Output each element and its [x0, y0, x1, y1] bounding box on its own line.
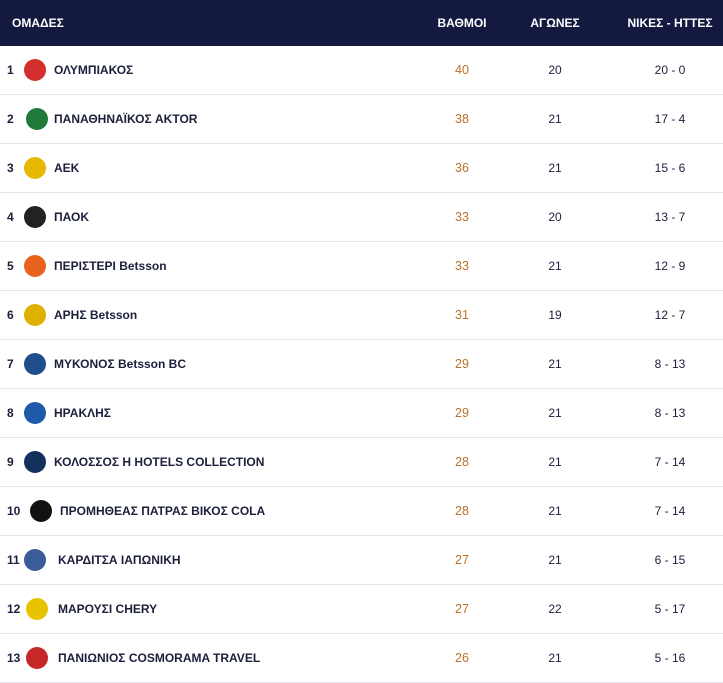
rank-number: 9 — [7, 455, 14, 469]
standings-rows: 1 ΟΛΥΜΠΙΑΚΟΣ 40 20 20 - 0 2 ΠΑΝΑΘΗΝΑΪΚΟΣ AKTOR… — [0, 46, 723, 683]
team-points: 29 — [455, 406, 469, 420]
games-played: 21 — [548, 112, 562, 126]
wins-losses: 15 - 6 — [654, 161, 686, 175]
aek-logo[interactable] — [24, 157, 46, 179]
team-name[interactable]: ΠΑΝΑΘΗΝΑΪΚΟΣ AKTOR — [54, 112, 198, 126]
paok-logo[interactable] — [24, 206, 46, 228]
rank-number: 10 — [7, 504, 21, 518]
team-points: 33 — [455, 210, 469, 224]
table-row[interactable]: 13 ΠΑΝΙΩΝΙΟΣ COSMORAMA TRAVEL 26 21 5 - 16 — [0, 634, 723, 683]
team-points: 38 — [455, 112, 469, 126]
team-points: 31 — [455, 308, 469, 322]
wins-losses: 8 - 13 — [654, 406, 686, 420]
table-row[interactable]: 10 ΠΡΟΜΗΘΕΑΣ ΠΑΤΡΑΣ ΒΙΚΟΣ COLA 28 21 7 - 14 — [0, 487, 723, 536]
games-played: 21 — [548, 455, 562, 469]
wins-losses: 7 - 14 — [654, 504, 686, 518]
rank-number: 7 — [7, 357, 14, 371]
team-name[interactable]: ΗΡΑΚΛΗΣ — [54, 406, 111, 420]
games-played: 20 — [548, 210, 562, 224]
rank-number: 1 — [7, 63, 14, 77]
team-name[interactable]: ΑΕΚ — [54, 161, 80, 175]
wins-losses: 7 - 14 — [654, 455, 686, 469]
team-name[interactable]: ΟΛΥΜΠΙΑΚΟΣ — [54, 63, 134, 77]
wins-losses: 5 - 17 — [654, 602, 686, 616]
wins-losses: 6 - 15 — [654, 553, 686, 567]
panathinaikos-logo[interactable] — [26, 108, 48, 130]
team-points: 29 — [455, 357, 469, 371]
team-name[interactable]: ΠΕΡΙΣΤΕΡΙ Betsson — [54, 259, 167, 273]
rank-number: 5 — [7, 259, 14, 273]
table-row[interactable]: 8 ΗΡΑΚΛΗΣ 29 21 8 - 13 — [0, 389, 723, 438]
table-row[interactable]: 1 ΟΛΥΜΠΙΑΚΟΣ 40 20 20 - 0 — [0, 46, 723, 95]
table-row[interactable]: 6 ΑΡΗΣ Betsson 31 19 12 - 7 — [0, 291, 723, 340]
promitheas-logo[interactable] — [30, 500, 52, 522]
team-name[interactable]: ΑΡΗΣ Betsson — [54, 308, 138, 322]
team-name[interactable]: ΠΑΟΚ — [54, 210, 90, 224]
wins-losses: 13 - 7 — [654, 210, 686, 224]
rank-number: 2 — [7, 112, 14, 126]
header-wins-losses: ΝΙΚΕΣ - ΗΤΤΕΣ — [627, 16, 713, 30]
header-teams: ΟΜΑΔΕΣ — [12, 16, 64, 30]
kolossos-logo[interactable] — [24, 451, 46, 473]
wins-losses: 12 - 9 — [654, 259, 686, 273]
table-row[interactable]: 9 ΚΟΛΟΣΣΟΣ H HOTELS COLLECTION 28 21 7 - 14 — [0, 438, 723, 487]
table-row[interactable]: 4 ΠΑΟΚ 33 20 13 - 7 — [0, 193, 723, 242]
table-row[interactable]: 2 ΠΑΝΑΘΗΝΑΪΚΟΣ AKTOR 38 21 17 - 4 — [0, 95, 723, 144]
maroussi-logo[interactable] — [26, 598, 48, 620]
team-points: 28 — [455, 455, 469, 469]
team-points: 27 — [455, 553, 469, 567]
wins-losses: 17 - 4 — [654, 112, 686, 126]
rank-number: 6 — [7, 308, 14, 322]
table-row[interactable]: 7 ΜΥΚΟΝΟΣ Betsson BC 29 21 8 - 13 — [0, 340, 723, 389]
games-played: 20 — [548, 63, 562, 77]
aris-logo[interactable] — [24, 304, 46, 326]
karditsa-logo[interactable] — [24, 549, 46, 571]
table-header: ΟΜΑΔΕΣ ΒΑΘΜΟΙ ΑΓΩΝΕΣ ΝΙΚΕΣ - ΗΤΤΕΣ — [0, 0, 723, 46]
rank-number: 4 — [7, 210, 14, 224]
team-name[interactable]: ΜΑΡΟΥΣΙ CHERY — [58, 602, 158, 616]
wins-losses: 12 - 7 — [654, 308, 686, 322]
games-played: 21 — [548, 504, 562, 518]
peristeri-logo[interactable] — [24, 255, 46, 277]
games-played: 21 — [548, 553, 562, 567]
games-played: 21 — [548, 357, 562, 371]
table-row[interactable]: 11 ΚΑΡΔΙΤΣΑ ΙΑΠΩΝΙΚΗ 27 21 6 - 15 — [0, 536, 723, 585]
table-row[interactable]: 12 ΜΑΡΟΥΣΙ CHERY 27 22 5 - 17 — [0, 585, 723, 634]
olympiacos-logo[interactable] — [24, 59, 46, 81]
team-name[interactable]: ΠΑΝΙΩΝΙΟΣ COSMORAMA TRAVEL — [58, 651, 261, 665]
team-name[interactable]: ΚΑΡΔΙΤΣΑ ΙΑΠΩΝΙΚΗ — [58, 553, 181, 567]
table-row[interactable]: 5 ΠΕΡΙΣΤΕΡΙ Betsson 33 21 12 - 9 — [0, 242, 723, 291]
rank-number: 12 — [7, 602, 21, 616]
team-points: 27 — [455, 602, 469, 616]
wins-losses: 8 - 13 — [654, 357, 686, 371]
wins-losses: 5 - 16 — [654, 651, 686, 665]
wins-losses: 20 - 0 — [654, 63, 686, 77]
games-played: 21 — [548, 651, 562, 665]
header-games: ΑΓΩΝΕΣ — [530, 16, 580, 30]
team-points: 28 — [455, 504, 469, 518]
team-points: 40 — [455, 63, 469, 77]
team-points: 36 — [455, 161, 469, 175]
team-name[interactable]: ΚΟΛΟΣΣΟΣ H HOTELS COLLECTION — [54, 455, 265, 469]
mykonos-logo[interactable] — [24, 353, 46, 375]
rank-number: 13 — [7, 651, 21, 665]
team-name[interactable]: ΜΥΚΟΝΟΣ Betsson BC — [54, 357, 186, 371]
rank-number: 3 — [7, 161, 14, 175]
team-name[interactable]: ΠΡΟΜΗΘΕΑΣ ΠΑΤΡΑΣ ΒΙΚΟΣ COLA — [60, 504, 266, 518]
games-played: 22 — [548, 602, 562, 616]
header-points: ΒΑΘΜΟΙ — [437, 16, 487, 30]
games-played: 21 — [548, 406, 562, 420]
iraklis-logo[interactable] — [24, 402, 46, 424]
games-played: 21 — [548, 259, 562, 273]
team-points: 26 — [455, 651, 469, 665]
games-played: 21 — [548, 161, 562, 175]
rank-number: 8 — [7, 406, 14, 420]
team-points: 33 — [455, 259, 469, 273]
games-played: 19 — [548, 308, 562, 322]
rank-number: 11 — [7, 553, 20, 567]
panionios-logo[interactable] — [26, 647, 48, 669]
table-row[interactable]: 3 ΑΕΚ 36 21 15 - 6 — [0, 144, 723, 193]
